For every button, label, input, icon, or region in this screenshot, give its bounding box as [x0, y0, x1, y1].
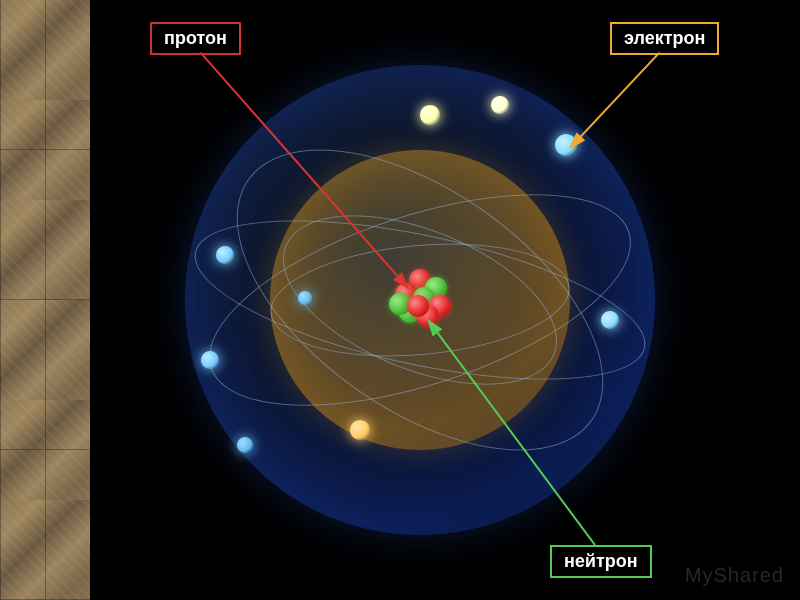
electron-particle	[350, 420, 370, 440]
electron-particle	[555, 134, 577, 156]
electron-particle	[491, 96, 509, 114]
electron-label: электрон	[610, 22, 719, 55]
nucleus	[385, 265, 455, 335]
electron-particle	[201, 351, 219, 369]
proton-label-text: протон	[164, 28, 227, 48]
proton-nucleon	[407, 295, 429, 317]
map-sidebar	[0, 0, 90, 600]
watermark-text: MyShared	[685, 565, 784, 587]
electron-particle	[237, 437, 253, 453]
proton-label: протон	[150, 22, 241, 55]
watermark: MyShared	[685, 565, 784, 588]
electron-particle	[298, 291, 312, 305]
electron-label-text: электрон	[624, 28, 705, 48]
electron-particle	[216, 246, 234, 264]
electron-particle	[601, 311, 619, 329]
electron-particle	[420, 105, 440, 125]
atom-diagram: протон электрон нейтрон MyShared	[90, 0, 800, 600]
neutron-label: нейтрон	[550, 545, 652, 578]
neutron-label-text: нейтрон	[564, 551, 638, 571]
